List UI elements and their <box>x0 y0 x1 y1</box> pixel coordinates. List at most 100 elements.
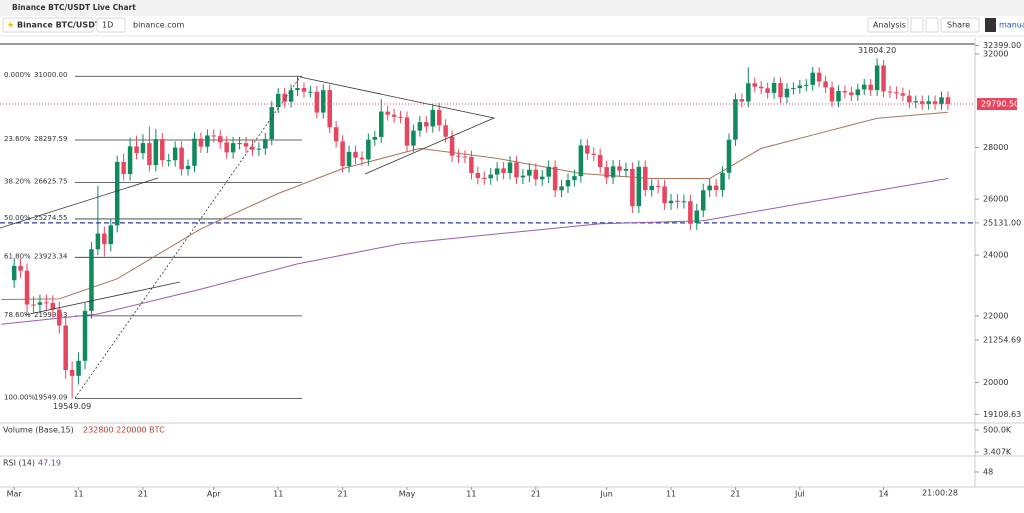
candle-body <box>430 109 436 127</box>
candle-body <box>578 145 584 177</box>
candle-body <box>37 302 43 305</box>
candle-body <box>121 161 126 175</box>
analysis-button[interactable] <box>867 17 909 33</box>
candle-body <box>559 186 564 191</box>
candle-body <box>404 117 410 146</box>
candle-body <box>765 88 770 93</box>
candle-body <box>153 139 159 166</box>
candle-body <box>784 88 790 98</box>
x-tick-label: May <box>399 490 416 499</box>
x-tick-label: 21 <box>338 490 348 499</box>
candle-body <box>205 135 210 147</box>
interval[interactable]: 1D <box>102 21 113 30</box>
fib-price: 26625.75 <box>34 178 67 186</box>
candle-body <box>469 156 474 174</box>
candle-body <box>50 302 56 310</box>
rsi-label: RSI (14) <box>3 459 35 468</box>
page-title: Binance BTC/USDT Live Chart <box>12 3 136 12</box>
candle-body <box>134 146 139 154</box>
candle-body <box>417 122 423 131</box>
candle-body <box>250 146 255 150</box>
fib-price: 25274.55 <box>34 214 67 222</box>
candle-body <box>907 95 912 103</box>
x-tick-label: 21 <box>531 490 541 499</box>
candle-body <box>76 360 81 376</box>
fib-price: 31000.00 <box>34 71 67 79</box>
analysis[interactable]: Analysis <box>873 21 906 30</box>
candle-body <box>494 168 500 175</box>
high-label: 31804.20 <box>858 46 896 55</box>
candle-body <box>359 157 365 160</box>
fib-ratio: 78.60% <box>4 311 31 319</box>
candle-body <box>172 147 178 161</box>
candle-body <box>321 90 326 113</box>
candle-body <box>919 101 925 104</box>
candle-body <box>140 143 146 154</box>
candle-body <box>643 166 648 191</box>
x-tick-label: 21 <box>730 490 740 499</box>
mode[interactable]: manual <box>999 21 1024 30</box>
candle-body <box>185 165 191 170</box>
candle-body <box>482 177 487 179</box>
candle-body <box>617 166 622 171</box>
candle-body <box>520 175 526 178</box>
candle-body <box>527 169 532 176</box>
fib-price: 21999.53 <box>34 311 67 319</box>
candle-body <box>804 84 809 86</box>
symbol[interactable]: Binance BTC/USDT <box>17 21 101 30</box>
x-tick-label: 11 <box>73 490 83 499</box>
title-bar <box>0 0 1024 16</box>
candle-body <box>694 210 700 223</box>
candle-body <box>733 99 738 140</box>
candle-body <box>353 151 358 158</box>
candle-body <box>275 93 281 108</box>
candle-body <box>778 83 783 98</box>
candle-body <box>166 160 171 162</box>
candle-body <box>932 101 938 104</box>
candle-body <box>675 200 680 202</box>
price-marker: 25131.00 <box>983 218 1021 227</box>
candle-body <box>700 190 706 211</box>
price-marker: 19108.63 <box>983 410 1021 419</box>
candle-body <box>179 147 184 170</box>
price-marker: 32399.00 <box>983 41 1021 50</box>
candle-body <box>114 161 120 226</box>
candle-body <box>610 166 616 178</box>
candle-body <box>18 265 23 271</box>
fib-ratio: 23.60% <box>4 135 31 143</box>
candle-body <box>230 143 236 153</box>
candle-body <box>295 88 300 91</box>
candle-body <box>514 162 519 178</box>
candle-body <box>913 101 919 103</box>
draw-button[interactable] <box>925 17 939 33</box>
candle-body <box>861 84 867 90</box>
candle-body <box>855 89 861 96</box>
volume-label: Volume (Base,15) <box>3 426 74 435</box>
candle-body <box>217 136 223 143</box>
layout-button[interactable] <box>910 17 924 33</box>
candle-body <box>398 116 403 118</box>
candle-body <box>102 233 107 245</box>
fullscreen-button[interactable] <box>985 18 996 32</box>
x-tick-label: 21 <box>138 490 148 499</box>
candle-body <box>810 72 815 85</box>
candle-body <box>926 101 931 104</box>
fib-ratio: 38.20% <box>4 178 31 186</box>
price-marker: 21254.69 <box>983 335 1021 344</box>
share[interactable]: Share <box>947 21 970 30</box>
candle-body <box>211 135 217 137</box>
candle-body <box>237 143 242 145</box>
last-price-box <box>977 98 1017 111</box>
y-tick-label: 22000 <box>983 311 1008 320</box>
symbol-button[interactable] <box>2 17 94 33</box>
candle-body <box>24 270 30 305</box>
interval-button[interactable] <box>96 17 126 33</box>
fib-price: 19549.09 <box>34 393 67 401</box>
share-button[interactable] <box>940 17 980 33</box>
candle-body <box>340 141 345 167</box>
candle-body <box>385 111 390 115</box>
candle-body <box>288 90 294 102</box>
candle-body <box>591 153 597 155</box>
fib-ratio: 100.00% <box>4 393 35 401</box>
source-link[interactable]: binance.com <box>133 21 185 30</box>
